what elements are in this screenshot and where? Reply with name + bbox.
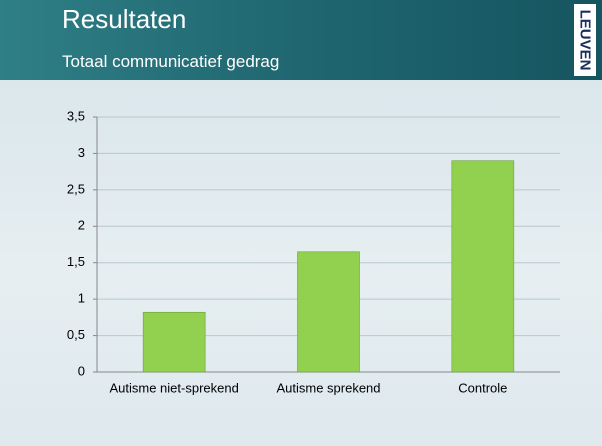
y-tick-label: 3,5	[67, 108, 85, 123]
slide-title: Resultaten	[62, 4, 187, 34]
x-tick-label: Autisme sprekend	[276, 380, 380, 395]
y-tick-label: 1,5	[67, 254, 85, 269]
bar	[142, 311, 206, 373]
y-tick-label: 2	[78, 218, 85, 233]
y-tick-label: 3	[78, 145, 85, 160]
header-band: Resultaten Totaal communicatief gedrag L…	[0, 0, 602, 80]
slide-subtitle: Totaal communicatief gedrag	[62, 52, 280, 71]
y-tick-label: 1	[78, 291, 85, 306]
y-tick-label: 0,5	[67, 327, 85, 342]
x-tick-label: Autisme niet-sprekend	[109, 380, 238, 395]
x-tick-label: Controle	[458, 380, 507, 395]
bar	[451, 160, 515, 373]
y-tick-label: 0	[78, 363, 85, 378]
y-tick-label: 2,5	[67, 181, 85, 196]
bar	[297, 251, 360, 373]
logo: LEUVEN	[574, 4, 596, 76]
